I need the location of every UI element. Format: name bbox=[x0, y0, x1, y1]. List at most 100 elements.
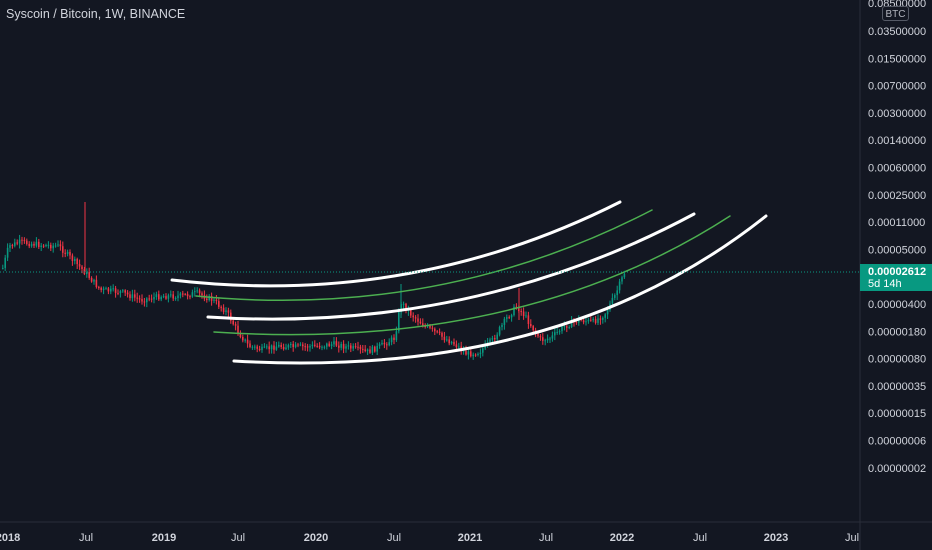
candle-body bbox=[290, 344, 292, 346]
candle-body bbox=[40, 245, 42, 248]
candle-body bbox=[33, 243, 35, 246]
candle-body bbox=[525, 315, 527, 317]
candle-body bbox=[6, 247, 9, 258]
trend-arc[interactable] bbox=[195, 209, 653, 302]
candle-body bbox=[189, 296, 191, 298]
candle-body bbox=[143, 301, 146, 303]
candle-body bbox=[342, 343, 345, 349]
candle-body bbox=[419, 321, 422, 324]
candle-body bbox=[244, 339, 246, 341]
candle-body bbox=[275, 346, 278, 350]
candle-body bbox=[462, 350, 465, 352]
candle-body bbox=[458, 346, 460, 348]
candle-body bbox=[102, 288, 105, 290]
candle-body bbox=[438, 331, 441, 333]
candle-body bbox=[11, 245, 14, 247]
price-tick-label: 0.00011000 bbox=[868, 217, 925, 229]
price-tick-label-partial: 0.08500000 bbox=[868, 0, 926, 10]
candle-body bbox=[388, 342, 390, 346]
candle-body bbox=[239, 333, 242, 337]
candle-body bbox=[83, 269, 86, 274]
candle-body bbox=[86, 272, 88, 274]
time-tick-label: 2018 bbox=[0, 532, 20, 544]
candle-body bbox=[148, 298, 150, 300]
candle-body bbox=[201, 293, 203, 296]
candle-body bbox=[381, 342, 383, 345]
candle-body bbox=[318, 345, 321, 348]
price-tick-label: 0.00000006 bbox=[868, 436, 926, 448]
time-tick-label: 2021 bbox=[458, 532, 482, 544]
candle-body bbox=[52, 245, 54, 249]
candle-body bbox=[431, 327, 434, 329]
candle-body bbox=[527, 315, 530, 324]
candle-body bbox=[292, 344, 294, 348]
candle-body bbox=[62, 246, 64, 253]
candle-body bbox=[81, 266, 83, 270]
candle-body bbox=[57, 244, 59, 246]
candle-body bbox=[357, 346, 359, 348]
currency-badge[interactable]: BTC bbox=[882, 6, 909, 21]
candle-body bbox=[369, 349, 371, 353]
candle-body bbox=[232, 320, 234, 325]
candle-body bbox=[172, 294, 174, 299]
candle-body bbox=[556, 331, 558, 333]
trend-arc[interactable] bbox=[213, 215, 731, 336]
candle-body bbox=[506, 317, 508, 319]
candle-body bbox=[213, 299, 215, 301]
candle-body bbox=[602, 317, 604, 320]
candle-body bbox=[254, 346, 256, 348]
candle-body bbox=[138, 298, 141, 300]
price-tick-label: 0.00000180 bbox=[868, 326, 926, 338]
candle-body bbox=[234, 324, 237, 326]
candle-body bbox=[26, 240, 28, 244]
candle-body bbox=[498, 327, 501, 335]
trend-arc[interactable] bbox=[206, 212, 696, 321]
trend-arc[interactable] bbox=[170, 200, 622, 288]
candle-body bbox=[256, 346, 258, 349]
candle-body bbox=[215, 299, 218, 302]
candle-body bbox=[590, 319, 592, 321]
candle-body bbox=[417, 318, 419, 322]
candle-body bbox=[165, 296, 167, 299]
candle-body bbox=[314, 344, 316, 346]
candle-body bbox=[383, 342, 386, 345]
candle-body bbox=[45, 244, 47, 247]
price-tick-label: 0.00060000 bbox=[868, 163, 926, 175]
candle-body bbox=[604, 314, 606, 318]
candle-body bbox=[592, 318, 594, 321]
candle-body bbox=[225, 310, 227, 313]
candle-body bbox=[150, 298, 153, 300]
candle-body bbox=[278, 344, 280, 347]
candle-body bbox=[390, 337, 393, 343]
price-tick-label: 0.00005000 bbox=[868, 244, 926, 256]
price-axis[interactable]: 0.03500000 0.01500000 0.00700000 0.00300000… bbox=[868, 0, 926, 475]
candle-body bbox=[153, 297, 155, 300]
candle-body bbox=[179, 293, 182, 296]
last-price-tag: 0.00002612 5d 14h bbox=[860, 264, 932, 291]
trend-arc[interactable] bbox=[232, 214, 768, 365]
candle-body bbox=[585, 321, 587, 323]
candle-body bbox=[182, 293, 184, 295]
candle-body bbox=[335, 341, 338, 346]
candle-body bbox=[362, 348, 364, 350]
candle-body bbox=[554, 332, 556, 336]
candle-body bbox=[371, 346, 374, 353]
time-axis[interactable]: 2018 Jul 2019 Jul 2020 Jul 2021 Jul 2022 Jul 2023 J… bbox=[0, 532, 859, 544]
time-tick-label: 2023 bbox=[764, 532, 788, 544]
candle-body bbox=[326, 343, 328, 347]
candle-body bbox=[594, 318, 597, 323]
candle-body bbox=[405, 303, 407, 311]
price-tick-label: 0.00000002 bbox=[868, 463, 926, 475]
candle-body bbox=[258, 348, 261, 351]
price-tick-label: 0.00000015 bbox=[868, 408, 926, 420]
candle-body bbox=[422, 323, 424, 327]
time-tick-label: 2019 bbox=[152, 532, 176, 544]
candle-body bbox=[537, 332, 539, 337]
candle-body bbox=[532, 326, 534, 331]
candle-body bbox=[306, 346, 309, 348]
candle-body bbox=[544, 340, 546, 342]
candle-body bbox=[551, 335, 554, 339]
candle-body bbox=[441, 332, 443, 337]
